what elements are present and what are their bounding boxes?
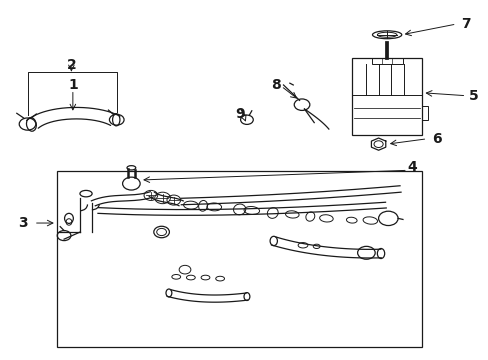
Text: 9: 9 — [234, 107, 244, 121]
Text: 6: 6 — [431, 132, 441, 146]
Text: 1: 1 — [68, 78, 78, 92]
Text: 4: 4 — [407, 161, 417, 175]
Text: 3: 3 — [18, 216, 27, 230]
Bar — [351, 58, 422, 135]
Text: 7: 7 — [461, 17, 470, 31]
Text: 8: 8 — [271, 78, 281, 92]
Text: 5: 5 — [468, 89, 478, 103]
Bar — [57, 171, 422, 347]
Text: 2: 2 — [66, 58, 76, 72]
Bar — [422, 106, 427, 120]
Bar — [371, 58, 402, 64]
